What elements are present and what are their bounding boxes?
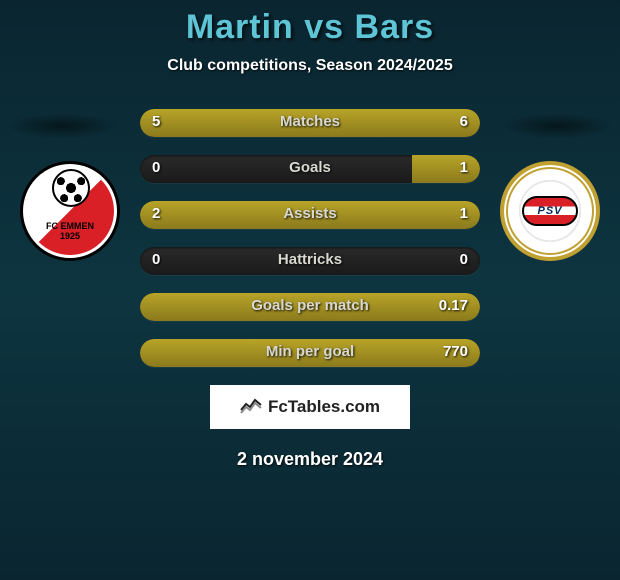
attribution-badge: FcTables.com (210, 385, 410, 429)
comparison-area: FC EMMEN 1925 PSV 5Matches60Goals12Assis… (0, 109, 620, 367)
soccer-ball-icon (52, 169, 90, 207)
stat-label: Hattricks (140, 251, 480, 268)
stat-value-right: 6 (460, 113, 468, 130)
club-left-text: FC EMMEN 1925 (26, 221, 114, 241)
logo-shadow-left (5, 113, 120, 139)
club-logo-left-inner: FC EMMEN 1925 (26, 167, 114, 255)
stat-row: Goals per match0.17 (140, 293, 480, 321)
stat-value-right: 0 (460, 251, 468, 268)
stats-bars: 5Matches60Goals12Assists10Hattricks0Goal… (140, 109, 480, 367)
stat-row: 5Matches6 (140, 109, 480, 137)
stat-value-right: 1 (460, 205, 468, 222)
stat-row: 0Goals1 (140, 155, 480, 183)
stat-value-right: 770 (443, 343, 468, 360)
stat-row: Min per goal770 (140, 339, 480, 367)
stat-row: 0Hattricks0 (140, 247, 480, 275)
club-left-name: FC EMMEN (46, 221, 94, 231)
subtitle: Club competitions, Season 2024/2025 (0, 57, 620, 75)
stat-label: Goals (140, 159, 480, 176)
stat-label: Min per goal (140, 343, 480, 360)
page-title: Martin vs Bars (0, 8, 620, 47)
attribution-text: FcTables.com (268, 397, 380, 417)
club-logo-left: FC EMMEN 1925 (20, 161, 120, 261)
infographic-container: Martin vs Bars Club competitions, Season… (0, 0, 620, 470)
stat-value-right: 1 (460, 159, 468, 176)
logo-shadow-right (500, 113, 615, 139)
date-text: 2 november 2024 (0, 449, 620, 470)
stat-value-right: 0.17 (439, 297, 468, 314)
club-logo-right: PSV (500, 161, 600, 261)
stat-label: Assists (140, 205, 480, 222)
stat-row: 2Assists1 (140, 201, 480, 229)
club-right-text: PSV (537, 205, 562, 217)
psv-badge: PSV (522, 196, 578, 226)
stat-label: Goals per match (140, 297, 480, 314)
chart-line-icon (240, 396, 262, 419)
club-left-year: 1925 (60, 231, 80, 241)
stat-label: Matches (140, 113, 480, 130)
